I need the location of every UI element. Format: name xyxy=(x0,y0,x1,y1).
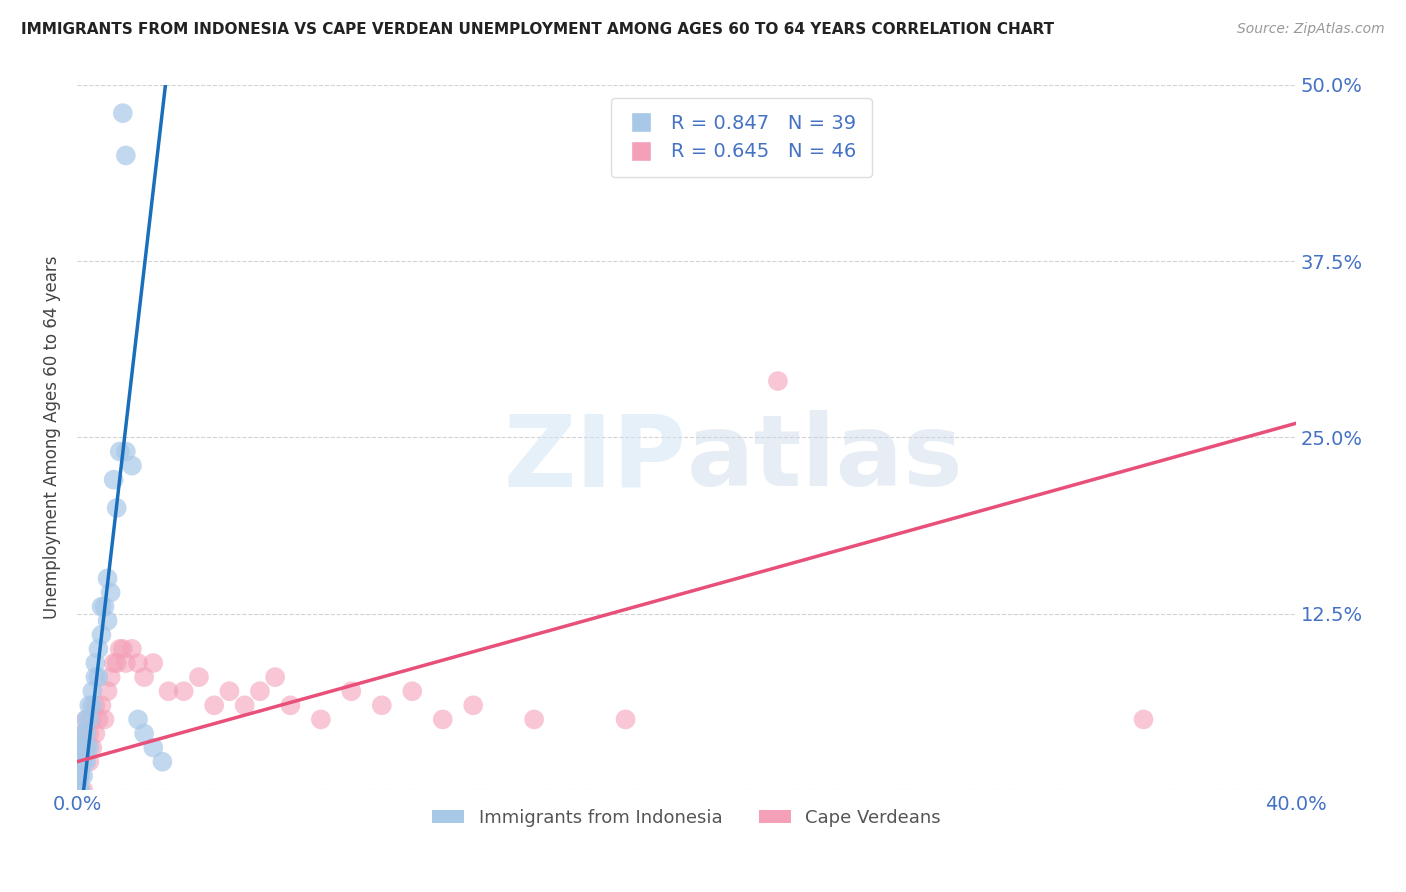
Point xyxy=(69,783,91,797)
Point xyxy=(111,106,134,120)
Point xyxy=(202,698,225,713)
Point xyxy=(77,740,100,755)
Point xyxy=(100,585,122,599)
Text: IMMIGRANTS FROM INDONESIA VS CAPE VERDEAN UNEMPLOYMENT AMONG AGES 60 TO 64 YEARS: IMMIGRANTS FROM INDONESIA VS CAPE VERDEA… xyxy=(21,22,1054,37)
Point xyxy=(75,755,97,769)
Point xyxy=(173,684,195,698)
Point xyxy=(97,684,120,698)
Point xyxy=(157,684,180,698)
Point xyxy=(90,698,112,713)
Point xyxy=(82,698,104,713)
Point xyxy=(72,726,94,740)
Point xyxy=(75,740,97,755)
Point xyxy=(142,656,165,670)
Point xyxy=(75,740,97,755)
Point xyxy=(105,656,128,670)
Point xyxy=(87,641,110,656)
Point xyxy=(69,769,91,783)
Point xyxy=(90,599,112,614)
Point xyxy=(72,726,94,740)
Point xyxy=(72,783,94,797)
Point xyxy=(264,670,287,684)
Point xyxy=(523,713,546,727)
Text: Source: ZipAtlas.com: Source: ZipAtlas.com xyxy=(1237,22,1385,37)
Point xyxy=(463,698,485,713)
Point xyxy=(134,670,156,684)
Y-axis label: Unemployment Among Ages 60 to 64 years: Unemployment Among Ages 60 to 64 years xyxy=(44,256,60,619)
Point xyxy=(188,670,211,684)
Point xyxy=(69,740,91,755)
Point xyxy=(115,656,138,670)
Point xyxy=(100,670,122,684)
Point xyxy=(115,148,138,162)
Point xyxy=(233,698,256,713)
Point xyxy=(93,713,115,727)
Point xyxy=(401,684,423,698)
Point xyxy=(84,698,107,713)
Point xyxy=(111,641,134,656)
Point xyxy=(127,713,149,727)
Legend: Immigrants from Indonesia, Cape Verdeans: Immigrants from Indonesia, Cape Verdeans xyxy=(425,801,948,834)
Point xyxy=(152,755,174,769)
Point xyxy=(75,713,97,727)
Point xyxy=(72,755,94,769)
Text: ZIP: ZIP xyxy=(503,410,686,507)
Point xyxy=(84,656,107,670)
Point xyxy=(97,571,120,585)
Point xyxy=(69,740,91,755)
Point xyxy=(82,684,104,698)
Point xyxy=(371,698,394,713)
Point xyxy=(142,740,165,755)
Point xyxy=(90,628,112,642)
Point xyxy=(77,713,100,727)
Point xyxy=(134,726,156,740)
Point xyxy=(249,684,271,698)
Point xyxy=(93,599,115,614)
Point xyxy=(72,740,94,755)
Point xyxy=(103,473,125,487)
Point xyxy=(121,641,143,656)
Point xyxy=(432,713,454,727)
Point xyxy=(115,444,138,458)
Point xyxy=(82,740,104,755)
Point xyxy=(72,755,94,769)
Point xyxy=(77,726,100,740)
Point xyxy=(69,755,91,769)
Point xyxy=(121,458,143,473)
Point xyxy=(614,713,637,727)
Point xyxy=(218,684,240,698)
Point xyxy=(105,500,128,515)
Point xyxy=(87,713,110,727)
Point xyxy=(69,769,91,783)
Point xyxy=(84,726,107,740)
Point xyxy=(103,656,125,670)
Point xyxy=(309,713,332,727)
Point xyxy=(108,444,131,458)
Point xyxy=(108,641,131,656)
Point xyxy=(69,783,91,797)
Point xyxy=(77,755,100,769)
Point xyxy=(75,713,97,727)
Point xyxy=(84,670,107,684)
Point xyxy=(97,614,120,628)
Point xyxy=(75,726,97,740)
Point xyxy=(77,698,100,713)
Text: atlas: atlas xyxy=(686,410,963,507)
Point xyxy=(280,698,302,713)
Point xyxy=(766,374,789,388)
Point xyxy=(82,713,104,727)
Point xyxy=(340,684,363,698)
Point xyxy=(87,670,110,684)
Point xyxy=(1132,713,1154,727)
Point xyxy=(127,656,149,670)
Point xyxy=(72,769,94,783)
